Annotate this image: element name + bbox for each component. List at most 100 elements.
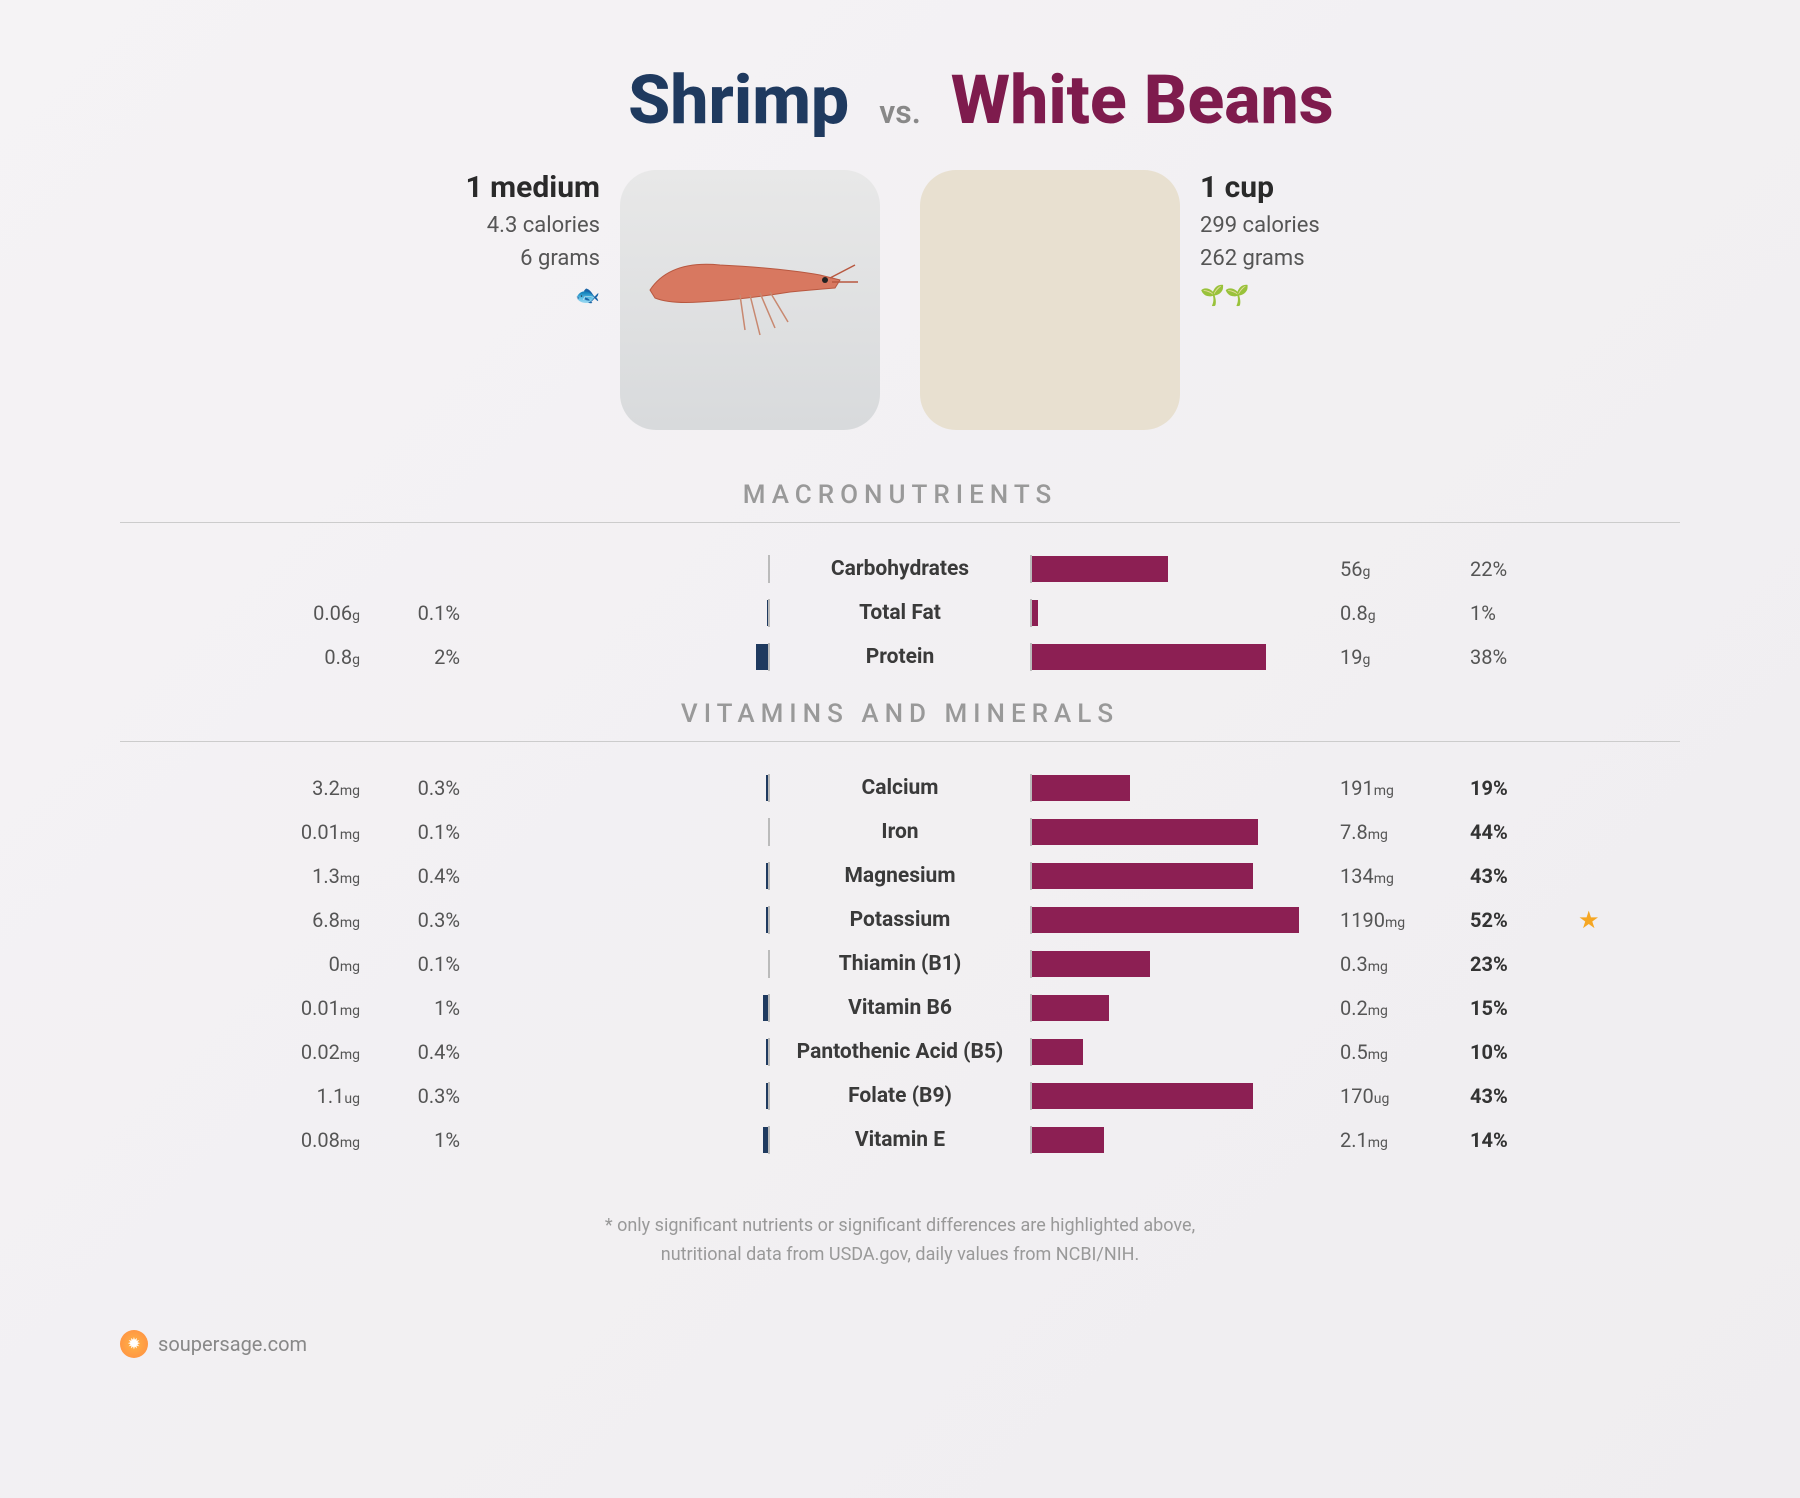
fish-icon: 🐟 [575, 283, 600, 307]
right-bar [1032, 819, 1258, 845]
right-percent: 10% [1470, 1040, 1530, 1064]
section-title: VITAMINS AND MINERALS [120, 699, 1680, 729]
nutrient-label: Vitamin E [770, 1128, 1030, 1152]
right-values: 191mg19% [1340, 776, 1680, 800]
right-bar [1032, 951, 1150, 977]
left-amount: 0.08mg [270, 1128, 360, 1152]
right-percent: 1% [1470, 601, 1530, 625]
left-amount: 0.06g [270, 601, 360, 625]
nutrient-row: 3.2mg 0.3% Calcium 191mg19% [120, 766, 1680, 810]
nutrient-label: Folate (B9) [770, 1084, 1030, 1108]
left-values: 1.3mg 0.4% [120, 864, 460, 888]
right-values: 56g 22% [1340, 557, 1680, 581]
right-bar [1032, 600, 1038, 626]
right-amount: 0.8g [1340, 601, 1430, 625]
bar-chart-area: Iron [460, 810, 1340, 854]
right-percent: 22% [1470, 557, 1530, 581]
left-values: 0mg0.1% [120, 952, 460, 976]
logo-icon: ✹ [120, 1330, 148, 1358]
left-percent: 0.4% [400, 864, 460, 888]
nutrient-label: Magnesium [770, 864, 1030, 888]
left-values: 3.2mg 0.3% [120, 776, 460, 800]
right-percent: 43% [1470, 1084, 1530, 1108]
nutrient-label: Vitamin B6 [770, 996, 1030, 1020]
right-percent: 44% [1470, 820, 1530, 844]
left-percent: 0.3% [400, 776, 460, 800]
right-percent: 23% [1470, 952, 1530, 976]
nutrient-label: Protein [770, 645, 1030, 669]
site-logo: ✹ soupersage.com [120, 1330, 1680, 1358]
left-amount: 0mg [270, 952, 360, 976]
section-divider [120, 741, 1680, 742]
right-bar [1032, 863, 1253, 889]
right-values: 0.5mg10% [1340, 1040, 1680, 1064]
right-bar [1032, 644, 1266, 670]
right-amount: 7.8mg [1340, 820, 1430, 844]
right-amount: 0.3mg [1340, 952, 1430, 976]
food-left-info: 1 medium 4.3 calories 6 grams 🐟 [420, 170, 600, 307]
left-percent: 2% [400, 645, 460, 669]
bar-chart-area: Potassium [460, 898, 1340, 942]
left-values: 0.8g2% [120, 645, 460, 669]
left-values: 1.1ug 0.3% [120, 1084, 460, 1108]
left-values: 0.01mg0.1% [120, 820, 460, 844]
calories-right: 299 calories [1200, 213, 1320, 238]
left-amount: 1.1ug [270, 1084, 360, 1108]
star-icon: ★ [1578, 906, 1600, 934]
section-divider [120, 522, 1680, 523]
nutrient-label: Thiamin (B1) [770, 952, 1030, 976]
right-values: 0.8g 1% [1340, 601, 1680, 625]
section-title: MACRONUTRIENTS [120, 480, 1680, 510]
right-bar [1032, 775, 1130, 801]
nutrient-label: Potassium [770, 908, 1030, 932]
nutrient-row: Carbohydrates56g22% [120, 547, 1680, 591]
right-amount: 1190mg [1340, 908, 1430, 932]
right-values: 2.1mg14% [1340, 1128, 1680, 1152]
shrimp-icon [640, 240, 860, 360]
right-percent: 52% [1470, 908, 1530, 932]
serving-left: 1 medium [466, 170, 600, 205]
nutrient-label: Calcium [770, 776, 1030, 800]
right-values: 19g 38% [1340, 645, 1680, 669]
nutrient-row: 0mg0.1% Thiamin (B1) 0.3mg 23% [120, 942, 1680, 986]
right-values: 134mg43% [1340, 864, 1680, 888]
right-bar [1032, 1083, 1253, 1109]
bar-chart-area: Vitamin B6 [460, 986, 1340, 1030]
left-amount: 0.01mg [270, 820, 360, 844]
plant-icon: 🌱🌱 [1200, 283, 1250, 307]
right-percent: 38% [1470, 645, 1530, 669]
right-amount: 134mg [1340, 864, 1430, 888]
bar-chart-area: Calcium [460, 766, 1340, 810]
food-right-info: 1 cup 299 calories 262 grams 🌱🌱 [1200, 170, 1380, 307]
bar-chart-area: Protein [460, 635, 1340, 679]
left-percent: 0.1% [400, 601, 460, 625]
right-amount: 56g [1340, 557, 1430, 581]
vs-label: vs. [879, 93, 921, 131]
left-amount: 0.01mg [270, 996, 360, 1020]
left-amount: 1.3mg [270, 864, 360, 888]
right-values: 170ug 43% [1340, 1084, 1680, 1108]
nutrient-label: Total Fat [770, 601, 1030, 625]
right-amount: 19g [1340, 645, 1430, 669]
nutrient-row: 0.02mg0.4%Pantothenic Acid (B5)0.5mg10% [120, 1030, 1680, 1074]
nutrient-row: 1.3mg 0.4% Magnesium 134mg43% [120, 854, 1680, 898]
calories-left: 4.3 calories [487, 213, 600, 238]
right-bar [1032, 1127, 1104, 1153]
left-amount: 3.2mg [270, 776, 360, 800]
right-amount: 170ug [1340, 1084, 1430, 1108]
left-values: 0.02mg0.4% [120, 1040, 460, 1064]
footnote: * only significant nutrients or signific… [120, 1212, 1680, 1270]
left-percent: 0.3% [400, 908, 460, 932]
right-values: 0.2mg15% [1340, 996, 1680, 1020]
right-amount: 2.1mg [1340, 1128, 1430, 1152]
right-percent: 15% [1470, 996, 1530, 1020]
bar-chart-area: Folate (B9) [460, 1074, 1340, 1118]
food-right-image [920, 170, 1180, 430]
nutrient-row: 0.08mg1%Vitamin E2.1mg14% [120, 1118, 1680, 1162]
nutrient-label: Iron [770, 820, 1030, 844]
logo-text: soupersage.com [158, 1332, 307, 1356]
bar-chart-area: Total Fat [460, 591, 1340, 635]
comparison-header: Shrimp vs. White Beans [120, 60, 1680, 140]
left-values: 0.01mg1% [120, 996, 460, 1020]
left-percent: 0.3% [400, 1084, 460, 1108]
